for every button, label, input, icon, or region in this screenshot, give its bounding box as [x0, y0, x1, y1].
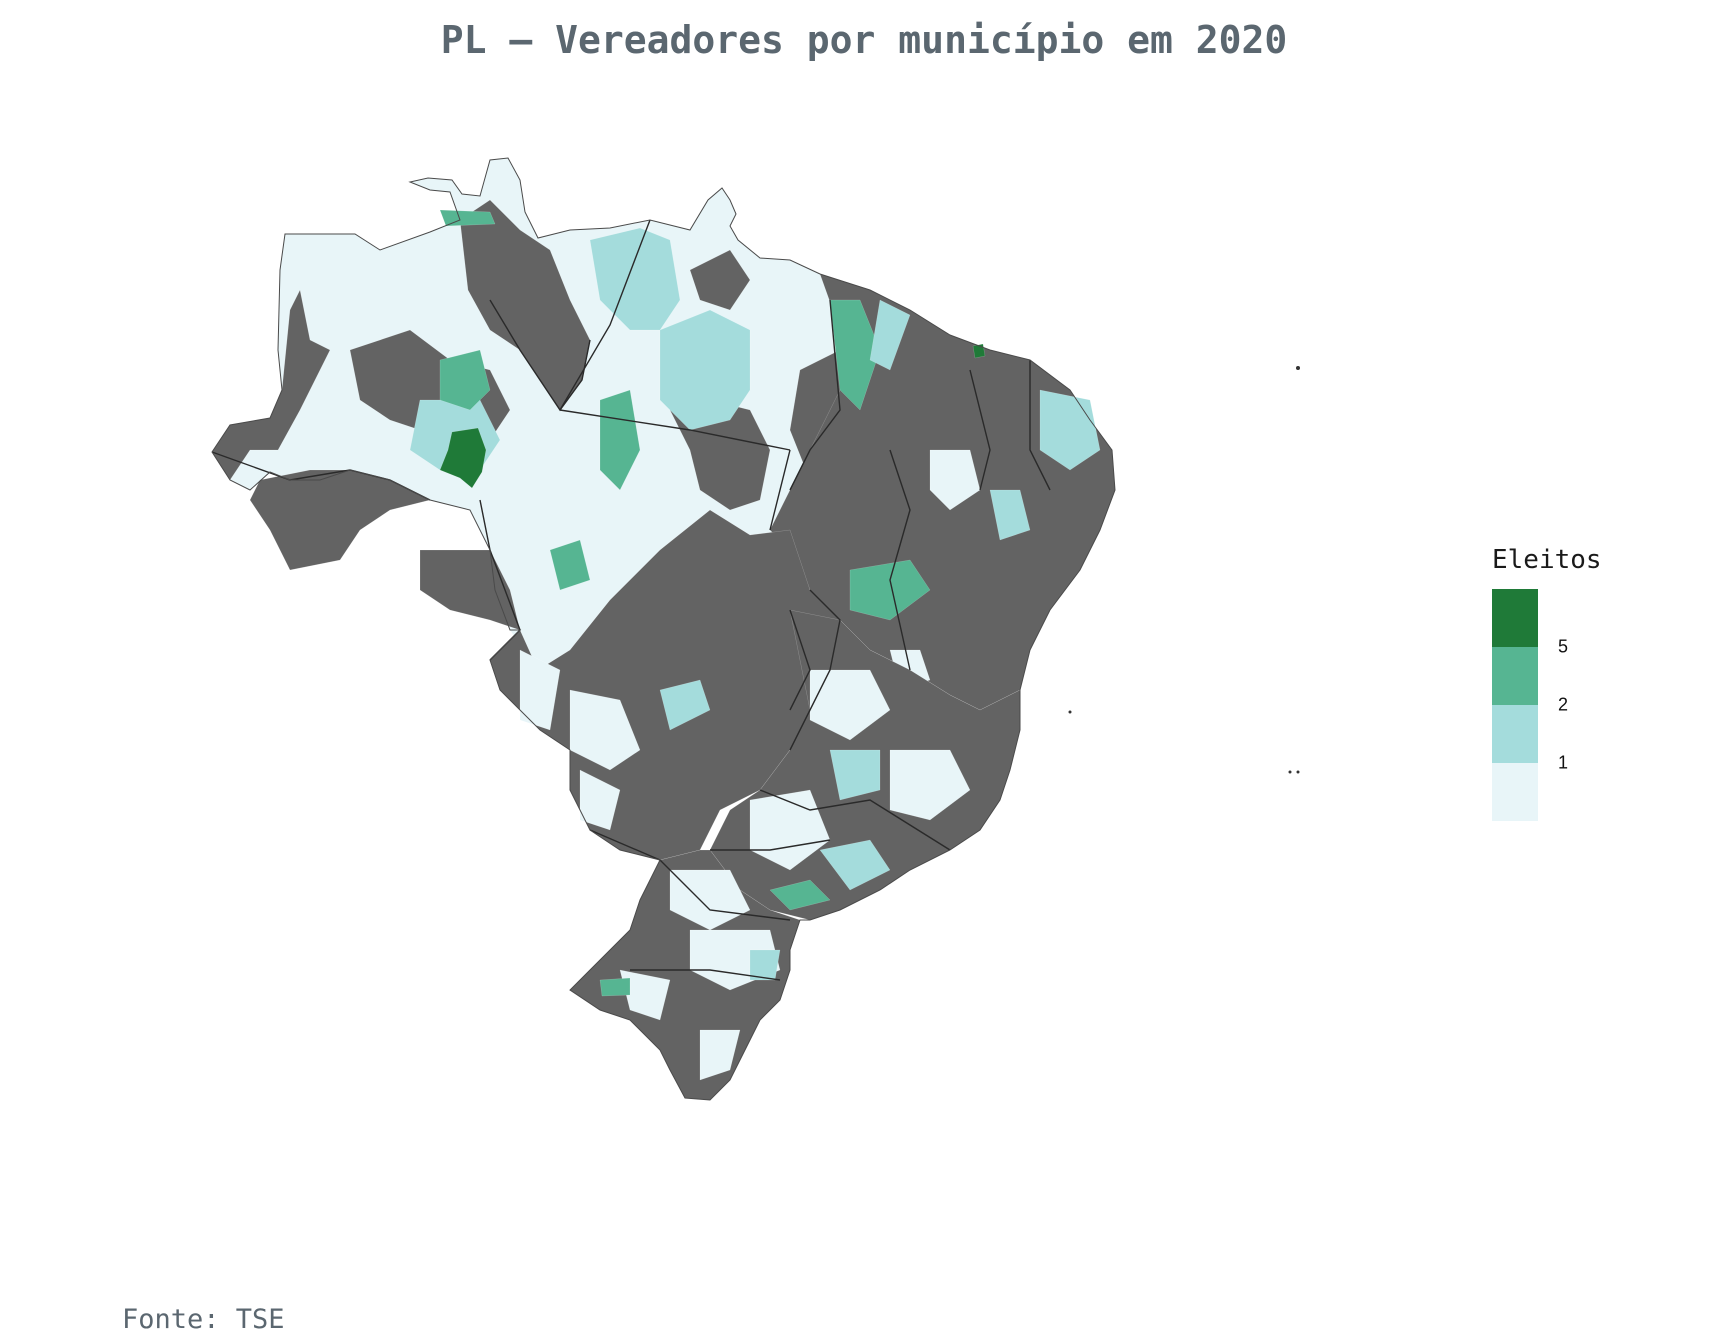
- legend-tick-2: 2: [1558, 694, 1569, 715]
- region-south-mid-2: [749, 949, 781, 981]
- legend-tick-5: 5: [1558, 636, 1569, 657]
- region-cw-mid-1: [549, 539, 591, 591]
- region-ne-mid-4: [1039, 389, 1101, 471]
- legend-swatch-2-5: [1492, 647, 1538, 705]
- source-caption: Fonte: TSE: [122, 1304, 285, 1335]
- region-north-mid-4: [439, 349, 491, 411]
- map-title: PL – Vereadores por município em 2020: [440, 18, 1288, 62]
- region-se-mid-2: [819, 839, 891, 891]
- region-north-dark-7: [689, 249, 751, 311]
- legend-tick-1: 1: [1558, 752, 1569, 773]
- legend-title: Eleitos: [1492, 545, 1602, 575]
- legend-swatch-5plus: [1492, 589, 1538, 647]
- brazil-choropleth-map: [190, 150, 1330, 1230]
- region-cw-light-1: [519, 649, 561, 731]
- region-se-mid-1: [829, 749, 881, 801]
- region-south-light-1: [669, 869, 751, 931]
- region-ne-mid-2: [869, 299, 911, 371]
- region-south-mid-1: [599, 977, 631, 997]
- region-south-light-3: [619, 969, 671, 1021]
- island-trindade-2: [1296, 770, 1300, 774]
- region-north-mid-1: [589, 227, 681, 331]
- region-cw-light-2: [569, 689, 641, 771]
- country-outline: [211, 157, 1116, 1101]
- region-north-mid-6: [439, 209, 496, 227]
- region-se-light-1: [809, 669, 891, 741]
- region-north-mid-2: [659, 309, 751, 431]
- region-cw-light-3: [579, 769, 621, 831]
- legend-colorbar: [1492, 589, 1538, 821]
- map-svg: [211, 157, 1300, 1101]
- island-fernando-de-noronha: [1296, 366, 1300, 370]
- region-ne-mid-6: [989, 489, 1031, 541]
- region-ne-mid-1: [829, 299, 881, 411]
- region-north-dark-2: [249, 469, 431, 571]
- island-abrolhos: [1068, 710, 1072, 714]
- region-ne-mid-5: [929, 449, 981, 511]
- region-north-dark-8: [419, 549, 521, 631]
- legend-swatch-lt1: [1492, 763, 1538, 821]
- region-ne-mid-3: [849, 559, 931, 621]
- region-se-mid-3: [769, 879, 831, 911]
- region-north-mid-5: [599, 389, 641, 491]
- legend-swatch-1-2: [1492, 705, 1538, 763]
- region-cw-mid-2: [659, 679, 711, 731]
- region-highlight-5plus: [439, 427, 487, 489]
- state-borders: [211, 219, 1051, 981]
- region-se-light-2: [889, 749, 971, 821]
- legend: Eleitos 5 2 1: [1492, 545, 1652, 835]
- island-trindade-1: [1288, 770, 1292, 774]
- region-south-light-4: [699, 1029, 741, 1081]
